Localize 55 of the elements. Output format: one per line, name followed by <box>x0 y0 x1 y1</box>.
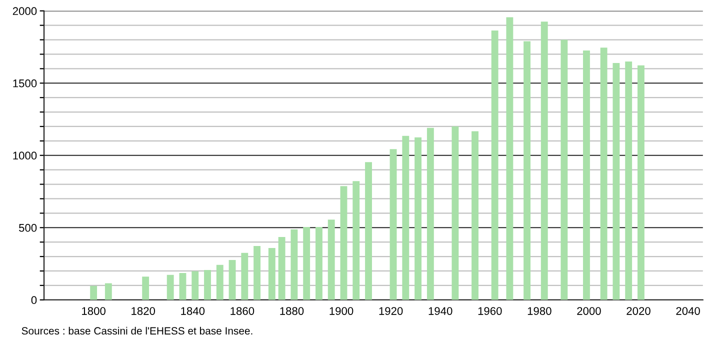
bar <box>560 40 568 300</box>
x-tick-label: 1860 <box>230 307 254 315</box>
y-tick-label: 500 <box>18 224 37 232</box>
source-note: Sources : base Cassini de l'EHESS et base Insee. <box>22 326 252 335</box>
bar <box>414 137 422 300</box>
bar <box>452 126 459 300</box>
bar <box>142 276 150 300</box>
bar <box>228 260 236 300</box>
x-tick-label: 1880 <box>280 307 304 315</box>
bar <box>583 50 590 300</box>
bar <box>340 186 348 300</box>
bar <box>241 252 248 300</box>
bar <box>254 246 261 300</box>
y-tick-label: 0 <box>31 296 37 304</box>
x-tick-label: 1960 <box>478 307 502 315</box>
x-tick-label: 1800 <box>82 307 106 315</box>
x-tick-label: 1840 <box>181 307 205 315</box>
bar <box>328 220 335 300</box>
bar <box>638 65 644 300</box>
bar <box>216 264 224 300</box>
bar <box>290 229 298 300</box>
bar <box>612 63 620 300</box>
bar <box>365 162 372 300</box>
bar <box>491 30 498 300</box>
x-tick-label: 1980 <box>528 307 552 315</box>
bar <box>192 271 199 300</box>
x-tick-label: 2000 <box>577 307 601 315</box>
bar <box>104 283 112 300</box>
x-tick-label: 1920 <box>379 307 403 315</box>
bar <box>303 227 310 300</box>
bar <box>268 248 276 300</box>
y-tick-label: 1500 <box>13 79 37 88</box>
x-tick-label: 2040 <box>676 307 700 315</box>
bar <box>204 270 211 300</box>
bar <box>625 61 632 300</box>
x-tick-label: 1900 <box>330 307 354 315</box>
bar <box>278 237 286 300</box>
x-tick-label: 2020 <box>626 307 650 315</box>
bar <box>390 149 397 300</box>
bar <box>600 48 608 300</box>
y-tick-label: 1000 <box>13 152 37 160</box>
bar <box>506 17 514 300</box>
bar <box>540 22 548 300</box>
bar <box>524 41 530 300</box>
x-tick-label: 1820 <box>132 307 156 315</box>
x-tick-label: 1940 <box>428 307 452 315</box>
bar <box>316 227 322 300</box>
bar <box>402 136 410 300</box>
bar <box>426 128 434 300</box>
bar <box>352 181 360 300</box>
y-tick-label: 2000 <box>12 7 37 16</box>
bar <box>90 286 98 300</box>
bar <box>166 274 174 300</box>
bar <box>472 131 478 300</box>
bar <box>179 273 186 300</box>
